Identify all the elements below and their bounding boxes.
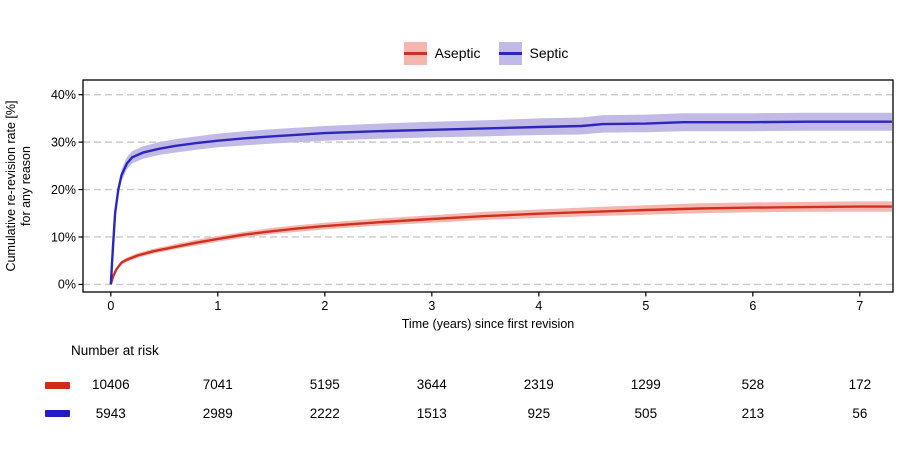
legend-key-septic-icon <box>498 41 522 65</box>
legend-key-line <box>403 51 427 55</box>
risk-count-aseptic-t7: 172 <box>848 377 872 392</box>
risk-count-aseptic-t4: 2319 <box>523 377 554 392</box>
y-tick-label-30: 30% <box>51 135 76 149</box>
x-tick-label-2: 2 <box>321 299 328 313</box>
x-tick-label-4: 4 <box>535 299 542 313</box>
x-tick-label-6: 6 <box>749 299 756 313</box>
risk-count-septic-t0: 5943 <box>95 405 126 421</box>
risk-count-aseptic-t1: 7041 <box>202 377 233 392</box>
legend-label: Aseptic <box>434 45 481 61</box>
risk-count-aseptic-t5: 1299 <box>630 377 661 392</box>
y-axis-title-line2: for any reason <box>19 146 33 226</box>
risk-count-septic-t4: 925 <box>527 405 551 421</box>
y-tick-label-20: 20% <box>51 183 76 197</box>
aseptic-curve <box>109 205 892 285</box>
risk-count-septic-t1: 2989 <box>202 405 233 421</box>
risk-count-aseptic-t2: 5195 <box>309 377 340 392</box>
y-tick-label-10: 10% <box>51 230 76 244</box>
legend-label: Septic <box>529 45 569 61</box>
legend-key-aseptic-icon <box>403 41 427 65</box>
legend-key-line <box>498 51 522 55</box>
aseptic-confidence-band <box>110 201 892 285</box>
risk-count-aseptic-t3: 3644 <box>416 377 447 392</box>
risk-row-marker-septic-icon <box>45 410 70 417</box>
x-tick-label-5: 5 <box>642 299 649 313</box>
risk-row-marker-aseptic-icon <box>45 381 70 389</box>
legend-item-aseptic: Aseptic <box>403 41 481 65</box>
x-tick-label-0: 0 <box>107 299 114 313</box>
risk-count-septic-t2: 2222 <box>309 405 340 421</box>
x-tick-label-1: 1 <box>214 299 221 313</box>
risk-count-aseptic-t0: 10406 <box>92 377 130 392</box>
risk-count-septic-t3: 1513 <box>416 405 447 421</box>
risk-table-title: Number at risk <box>71 343 159 358</box>
y-tick-label-0: 0% <box>58 278 76 292</box>
x-tick-label-7: 7 <box>856 299 863 313</box>
chart-legend: Aseptic Septic <box>36 41 900 65</box>
risk-count-septic-t6: 213 <box>741 405 765 421</box>
risk-count-septic-t5: 505 <box>634 405 658 421</box>
y-tick-label-40: 40% <box>51 88 76 102</box>
legend-item-septic: Septic <box>498 41 569 65</box>
septic-curve <box>109 120 892 285</box>
x-tick-label-3: 3 <box>428 299 435 313</box>
risk-count-aseptic-t6: 528 <box>741 377 765 392</box>
x-axis-title: Time (years) since first revision <box>402 317 575 331</box>
panel-border <box>82 79 894 293</box>
y-axis-title-line1: Cumulative re-revision rate [%] <box>4 101 18 272</box>
risk-count-septic-t7: 56 <box>852 405 868 421</box>
septic-confidence-band <box>110 112 892 285</box>
